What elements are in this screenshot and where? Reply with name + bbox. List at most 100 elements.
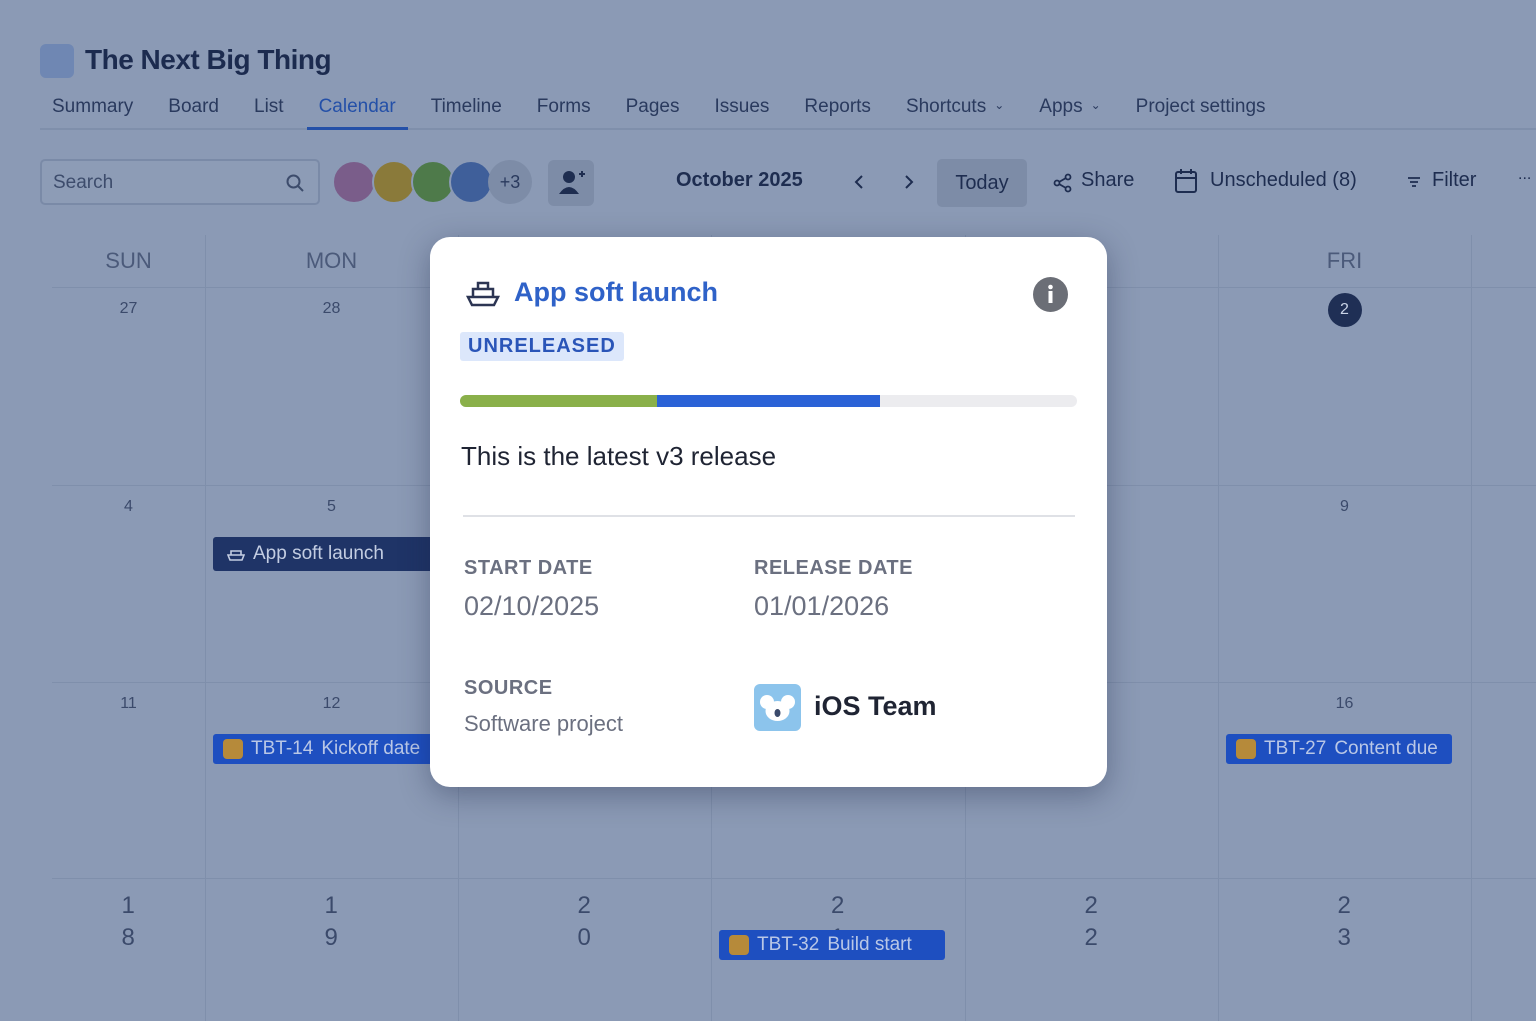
nav-tab[interactable]: Apps ⌄ (1027, 94, 1112, 128)
day-number: 12 (322, 695, 341, 712)
project-logo (40, 44, 74, 78)
start-date: 02/10/2025 (464, 591, 600, 621)
today-button[interactable]: Today (937, 159, 1027, 207)
column-divider (1471, 235, 1472, 1021)
start-date-label: START DATE (464, 557, 593, 579)
day-number: 4 (124, 498, 133, 515)
day-number: 9 (1340, 498, 1349, 515)
day-number: 20 (577, 892, 591, 951)
dropdown-chevron: ⌄ (994, 98, 1005, 112)
event-title: Build start (827, 934, 912, 955)
nav-tab[interactable]: Pages (614, 94, 692, 128)
tab-label: Reports (804, 96, 871, 117)
team-icon (754, 684, 801, 731)
tab-label: Forms (536, 96, 591, 117)
progress-bar (460, 395, 1077, 407)
issue-key: TBT-14 (251, 738, 314, 759)
avatar[interactable] (332, 160, 376, 204)
progress-done (460, 395, 658, 407)
tab-label: List (254, 96, 284, 117)
tab-label: Calendar (318, 96, 396, 117)
release-date-label: RELEASE DATE (754, 557, 913, 579)
day-number: 27 (119, 300, 138, 317)
search-placeholder: Search (53, 172, 114, 193)
calendar-event[interactable]: TBT-27 Content due (1226, 734, 1452, 764)
status-badge: UNRELEASED (460, 332, 624, 361)
nav-tab[interactable]: List (242, 94, 296, 128)
nav-tab[interactable]: Forms (525, 94, 603, 128)
tab-label: Pages (625, 96, 680, 117)
current-month: October 2025 (676, 169, 803, 191)
release-icon (227, 550, 245, 561)
calendar-event[interactable]: TBT-14 Kickoff date (213, 734, 439, 764)
add-person-icon (559, 171, 585, 194)
weekday: MON (305, 248, 358, 273)
event-title: Kickoff date (321, 738, 421, 759)
filter-icon (1408, 177, 1420, 187)
tab-label: Apps (1039, 96, 1083, 117)
day-number: 22 (1084, 892, 1098, 951)
nav-tab[interactable]: Reports (792, 94, 883, 128)
popup-title[interactable]: App soft launch (514, 277, 718, 307)
day-number: 16 (1335, 695, 1354, 712)
month-nav[interactable] (850, 172, 920, 192)
day-number: 19 (324, 892, 338, 951)
description: This is the latest v3 release (461, 441, 777, 471)
tab-bar: Summary Board List Calendar Timeline Forms Pag… (40, 94, 1278, 130)
avatar[interactable] (449, 160, 493, 204)
day-number: 28 (322, 300, 341, 317)
event-title: Content due (1334, 738, 1438, 759)
more-button[interactable]: ... (1518, 166, 1532, 183)
share-icon (1053, 173, 1072, 193)
nav-tab[interactable]: Shortcuts ⌄ (894, 94, 1016, 128)
info-icon[interactable] (1033, 277, 1068, 312)
calendar-icon (1175, 169, 1197, 193)
source-label: SOURCE (464, 677, 553, 699)
search-input[interactable]: Search (40, 159, 320, 205)
divider (463, 515, 1075, 517)
source: Software project (464, 711, 623, 736)
day-number: 18 (121, 892, 135, 951)
tab-label: Board (168, 96, 219, 117)
release-icon (465, 281, 501, 307)
progress-in-progress (657, 395, 880, 407)
issue-icon (729, 935, 749, 955)
tab-label: Timeline (430, 96, 502, 117)
nav-tab[interactable]: Board (156, 94, 231, 128)
tab-label: Summary (52, 96, 134, 117)
calendar-event[interactable]: App soft launch (213, 537, 439, 571)
day-number: 2 (1327, 293, 1362, 327)
column-divider (205, 235, 206, 1021)
day-number: 23 (1337, 892, 1351, 951)
share-button[interactable]: Share (1081, 169, 1135, 191)
day-number: 5 (327, 498, 336, 515)
unscheduled-button[interactable]: Unscheduled (8) (1210, 169, 1357, 191)
nav-tab[interactable]: Timeline (419, 94, 514, 128)
nav-tab[interactable]: Calendar (306, 94, 408, 130)
project-title: The Next Big Thing (85, 44, 332, 75)
avatar[interactable] (372, 160, 416, 204)
tab-label: Issues (714, 96, 770, 117)
search-icon (286, 174, 304, 192)
tab-label: Project settings (1135, 96, 1266, 117)
dropdown-chevron: ⌄ (1090, 98, 1101, 112)
issue-icon (1236, 739, 1256, 759)
row-divider (52, 878, 1536, 879)
issue-key: TBT-27 (1264, 738, 1327, 759)
filter-button[interactable]: Filter (1432, 169, 1477, 191)
weekday: SUN (105, 248, 152, 273)
nav-tab[interactable]: Issues (702, 94, 781, 128)
add-person-button[interactable] (548, 160, 594, 206)
nav-tab[interactable]: Project settings (1124, 94, 1278, 128)
column-divider (1218, 235, 1219, 1021)
issue-icon (223, 739, 243, 759)
nav-tab[interactable]: Summary (40, 94, 145, 128)
calendar-event[interactable]: TBT-32 Build start (719, 930, 945, 960)
release-popup: App soft launch UNRELEASED This is the l… (430, 237, 1107, 787)
tabs-divider (40, 128, 1536, 130)
more-avatars[interactable]: +3 (488, 160, 532, 204)
team-name[interactable]: iOS Team (814, 691, 937, 721)
avatar[interactable] (411, 160, 455, 204)
tab-label: Shortcuts (905, 96, 987, 117)
